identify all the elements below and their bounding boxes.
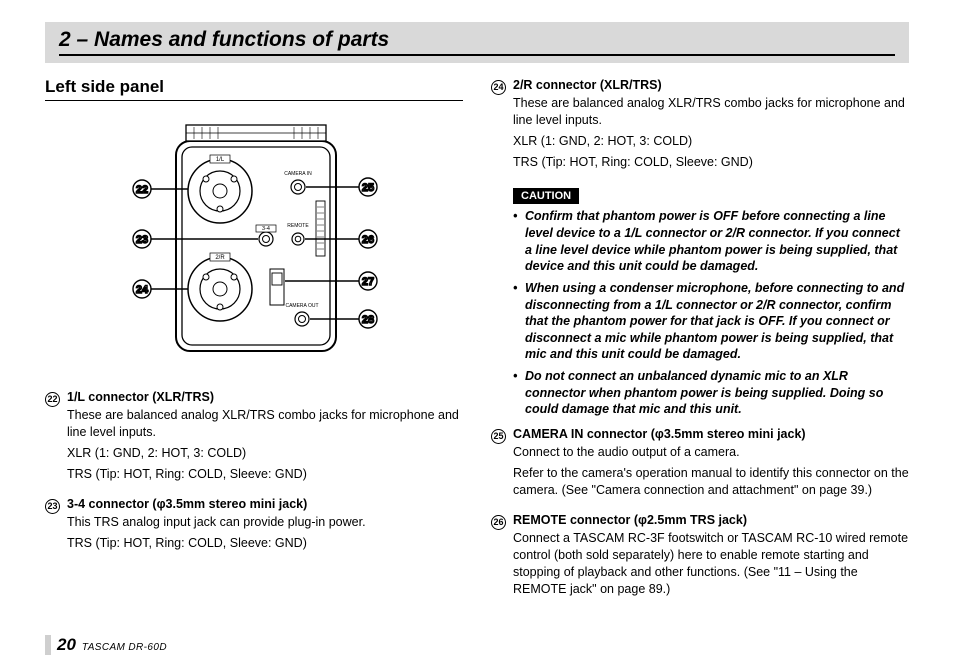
callout-26: 26 [362, 234, 374, 246]
caution-label: CAUTION [513, 188, 579, 204]
item-number: 26 [491, 512, 513, 601]
callout-23: 23 [136, 234, 148, 246]
caution-item: •Do not connect an unbalanced dynamic mi… [513, 368, 909, 418]
page-number: 20 [57, 635, 76, 655]
item-body: 1/L connector (XLR/TRS) These are balanc… [67, 389, 463, 486]
item-para: Connect to the audio output of a camera. [513, 444, 909, 461]
item-title: REMOTE connector (φ2.5mm TRS jack) [513, 512, 909, 529]
item-number: 22 [45, 389, 67, 486]
item-body: REMOTE connector (φ2.5mm TRS jack) Conne… [513, 512, 909, 601]
page-footer: 20 TASCAM DR-60D [45, 635, 167, 655]
item-para: XLR (1: GND, 2: HOT, 3: COLD) [513, 133, 909, 150]
item-title: 2/R connector (XLR/TRS) [513, 77, 909, 94]
right-top-item: 24 2/R connector (XLR/TRS) These are bal… [491, 77, 909, 174]
item-number: 24 [491, 77, 513, 174]
label-camera-out: CAMERA OUT [285, 303, 318, 309]
item-title: CAMERA IN connector (φ3.5mm stereo mini … [513, 426, 909, 443]
left-items-list: 22 1/L connector (XLR/TRS) These are bal… [45, 389, 463, 556]
item-body: 2/R connector (XLR/TRS) These are balanc… [513, 77, 909, 174]
label-remote: REMOTE [287, 223, 309, 229]
item-body: 3-4 connector (φ3.5mm stereo mini jack) … [67, 496, 463, 556]
item-para: These are balanced analog XLR/TRS combo … [513, 95, 909, 129]
item-number: 25 [491, 426, 513, 503]
side-panel-diagram: 1/L 3-4 2/R CAMERA IN REMOTE [104, 111, 404, 371]
item-title: 1/L connector (XLR/TRS) [67, 389, 463, 406]
right-column: 24 2/R connector (XLR/TRS) These are bal… [491, 77, 909, 612]
jack-label-2r: 2/R [215, 255, 225, 261]
item-para: XLR (1: GND, 2: HOT, 3: COLD) [67, 445, 463, 462]
described-item: 25 CAMERA IN connector (φ3.5mm stereo mi… [491, 426, 909, 503]
item-title: 3-4 connector (φ3.5mm stereo mini jack) [67, 496, 463, 513]
described-item: 24 2/R connector (XLR/TRS) These are bal… [491, 77, 909, 174]
callout-28: 28 [362, 314, 374, 326]
item-number: 23 [45, 496, 67, 556]
right-bottom-items: 25 CAMERA IN connector (φ3.5mm stereo mi… [491, 426, 909, 602]
caution-item: •When using a condenser microphone, befo… [513, 280, 909, 363]
item-para: TRS (Tip: HOT, Ring: COLD, Sleeve: GND) [67, 466, 463, 483]
item-para: TRS (Tip: HOT, Ring: COLD, Sleeve: GND) [67, 535, 463, 552]
item-para: These are balanced analog XLR/TRS combo … [67, 407, 463, 441]
item-para: This TRS analog input jack can provide p… [67, 514, 463, 531]
callout-22: 22 [136, 184, 148, 196]
callout-27: 27 [362, 276, 374, 288]
item-body: CAMERA IN connector (φ3.5mm stereo mini … [513, 426, 909, 503]
chapter-header: 2 – Names and functions of parts [45, 22, 909, 63]
item-para: Connect a TASCAM RC-3F footswitch or TAS… [513, 530, 909, 598]
described-item: 23 3-4 connector (φ3.5mm stereo mini jac… [45, 496, 463, 556]
caution-item: •Confirm that phantom power is OFF befor… [513, 208, 909, 275]
content-columns: Left side panel 1/L 3-4 [45, 77, 909, 612]
left-column: Left side panel 1/L 3-4 [45, 77, 463, 612]
caution-list: •Confirm that phantom power is OFF befor… [513, 208, 909, 418]
label-camera-in: CAMERA IN [284, 171, 312, 177]
described-item: 26 REMOTE connector (φ2.5mm TRS jack) Co… [491, 512, 909, 601]
callout-24: 24 [136, 284, 149, 296]
callout-25: 25 [362, 182, 374, 194]
footer-accent-bar [45, 635, 51, 655]
item-para: TRS (Tip: HOT, Ring: COLD, Sleeve: GND) [513, 154, 909, 171]
chapter-title: 2 – Names and functions of parts [59, 28, 895, 56]
described-item: 22 1/L connector (XLR/TRS) These are bal… [45, 389, 463, 486]
section-heading-left: Left side panel [45, 77, 463, 101]
item-para: Refer to the camera's operation manual t… [513, 465, 909, 499]
jack-label-1l: 1/L [216, 157, 225, 163]
model-name: TASCAM DR-60D [82, 642, 167, 653]
jack-label-34: 3-4 [262, 226, 270, 232]
